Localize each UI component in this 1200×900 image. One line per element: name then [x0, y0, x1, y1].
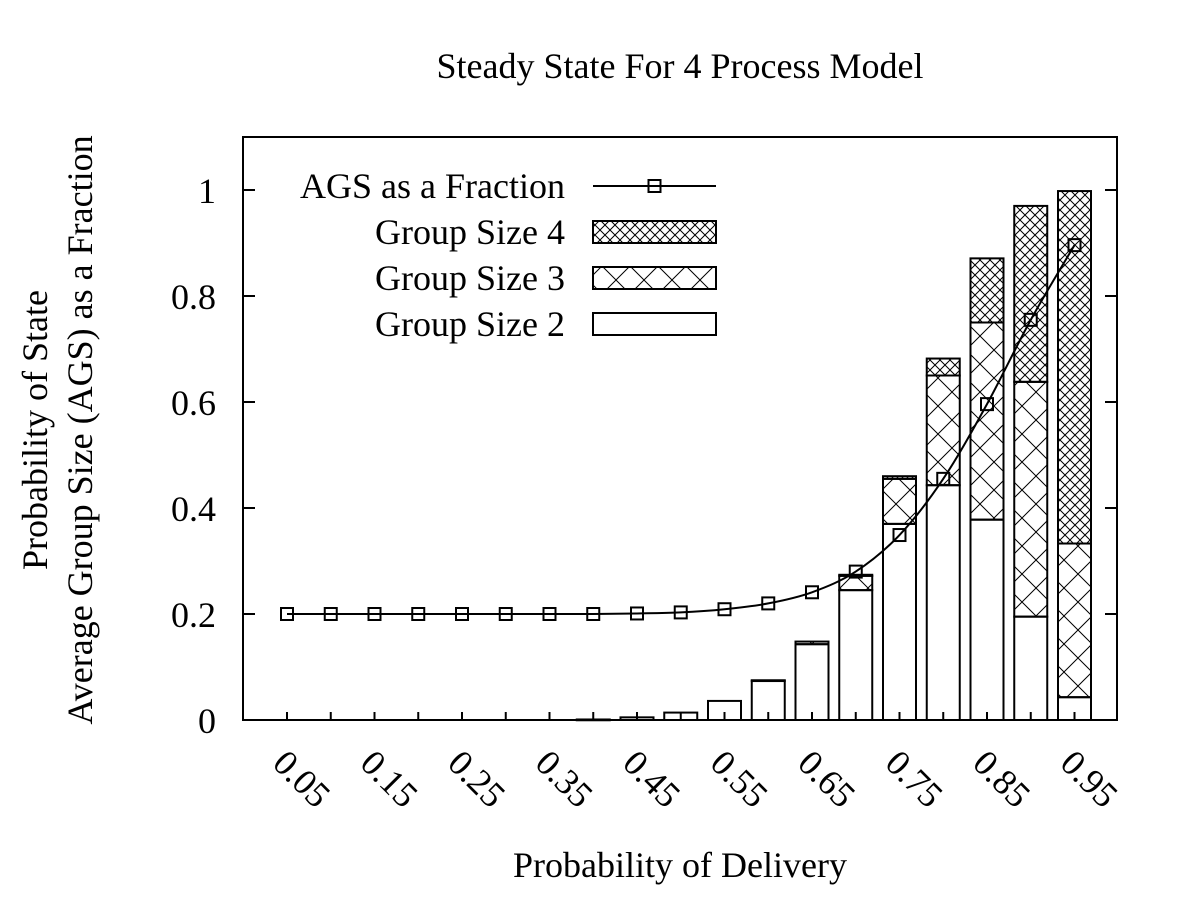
ags-marker-0.05	[280, 607, 294, 621]
ags-marker-0.15	[367, 607, 382, 621]
bar-gs3-0.85	[969, 321, 1005, 521]
bar-gs2-0.9	[1013, 615, 1049, 722]
ags-marker-0.65	[805, 585, 819, 600]
bar-gs3-0.6	[750, 679, 786, 683]
bar-gs2-0.65	[794, 643, 830, 722]
bar-gs4-0.9	[1013, 204, 1049, 383]
ags-marker-0.25	[455, 607, 469, 621]
ags-marker-0.8	[936, 471, 951, 486]
chart-title: Steady State For 4 Process Model	[437, 46, 924, 86]
ags-marker-0.45	[630, 606, 644, 621]
bar-gs3-0.75	[882, 477, 917, 525]
bar-gs4-0.75	[882, 475, 917, 480]
bar-gs4-0.95	[1057, 190, 1092, 545]
y-tick-label-0: 0	[198, 701, 216, 741]
bar-gs2-0.8	[925, 484, 961, 721]
ags-marker-0.6	[761, 596, 776, 611]
legend-marker-sample	[647, 179, 662, 193]
x-axis-label: Probability of Delivery	[513, 845, 847, 885]
bar-gs2-0.7	[838, 589, 874, 722]
ags-marker-0.55	[717, 602, 732, 617]
ags-marker-0.4	[586, 607, 601, 621]
legend-label-0: AGS as a Fraction	[300, 166, 565, 206]
ags-marker-0.7	[848, 564, 863, 579]
legend-swatch-1	[592, 220, 717, 244]
bar-gs4-0.8	[925, 357, 961, 377]
bar-gs3-0.65	[794, 640, 830, 646]
ags-marker-0.9	[1023, 312, 1038, 327]
legend: AGS as a Fraction Group Size 4 Group Size …	[300, 166, 717, 344]
y-tick-label-0.2: 0.2	[171, 595, 216, 635]
x-tick-label-0.35: 0.35	[528, 742, 601, 815]
bars-layer	[575, 190, 1092, 722]
ags-marker-0.5	[673, 605, 688, 620]
x-tick-label-0.95: 0.95	[1053, 742, 1126, 815]
legend-label-3: Group Size 2	[375, 304, 565, 344]
ags-line	[286, 244, 1076, 616]
bar-gs4-0.7	[838, 573, 874, 577]
y-tick-label-1: 1	[198, 171, 216, 211]
bar-gs4-0.85	[969, 257, 1005, 324]
y-tick-label-0.8: 0.8	[171, 277, 216, 317]
x-tick-label-0.25: 0.25	[440, 742, 513, 815]
x-tick-label-0.05: 0.05	[265, 742, 338, 815]
x-tick-label-0.75: 0.75	[878, 742, 951, 815]
legend-swatch-3	[592, 312, 717, 336]
x-tick-label-0.15: 0.15	[353, 742, 426, 815]
x-tick-label-0.85: 0.85	[965, 742, 1038, 815]
bar-gs2-0.85	[969, 518, 1005, 721]
bar-gs3-0.8	[925, 374, 961, 487]
legend-label-1: Group Size 4	[375, 212, 565, 252]
ags-marker-0.75	[892, 528, 907, 543]
ags-marker-0.85	[980, 397, 994, 412]
x-tick-label-0.45: 0.45	[615, 742, 688, 815]
ags-marker-0.35	[542, 607, 557, 621]
y-axis-label-line2: Average Group Size (AGS) as a Fraction	[60, 135, 100, 724]
bar-gs2-0.75	[882, 522, 917, 722]
ags-marker-0.3	[498, 607, 513, 621]
legend-swatch-2	[592, 266, 717, 290]
ags-marker-0.95	[1067, 238, 1082, 253]
y-tick-label-0.6: 0.6	[171, 383, 216, 423]
x-tick-label-0.55: 0.55	[703, 742, 776, 815]
y-axis-label-line1: Probability of State	[15, 290, 55, 570]
ags-line-layer	[280, 238, 1082, 621]
x-tick-label-0.65: 0.65	[790, 742, 863, 815]
bar-gs3-0.9	[1013, 380, 1049, 618]
y-tick-label-0.4: 0.4	[171, 489, 216, 529]
ags-marker-0.2	[411, 607, 426, 621]
ags-marker-0.1	[323, 607, 338, 621]
legend-label-2: Group Size 3	[375, 258, 565, 298]
bar-gs3-0.95	[1057, 542, 1092, 699]
